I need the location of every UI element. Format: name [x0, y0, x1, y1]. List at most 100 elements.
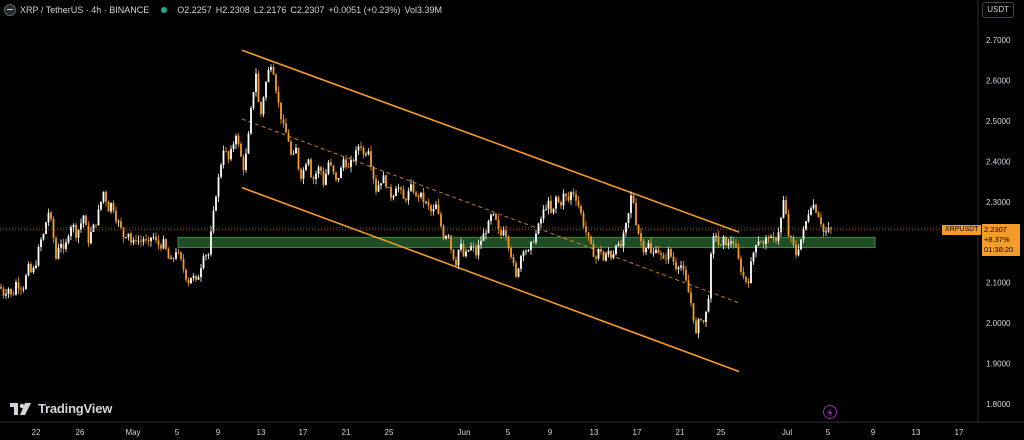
- candle-body: [227, 151, 230, 160]
- candle-body: [35, 265, 37, 269]
- candle-body: [460, 243, 462, 250]
- x-tick-label: 13: [590, 428, 599, 437]
- candle-body: [397, 187, 400, 189]
- candle-body: [185, 269, 187, 280]
- symbol-title[interactable]: XRP / TetherUS · 4h · BINANCE: [20, 5, 150, 15]
- y-tick-label: 2.7000: [986, 36, 1011, 45]
- candle-body: [817, 212, 820, 218]
- candle-body: [32, 268, 35, 273]
- candle-body: [665, 258, 667, 260]
- candle-body: [257, 73, 260, 102]
- candle-body: [97, 209, 100, 226]
- candle-body: [180, 252, 182, 259]
- candle-body: [92, 224, 95, 232]
- candle-body: [810, 208, 812, 215]
- channel-upper-line[interactable]: [241, 49, 740, 233]
- candle-body: [592, 243, 595, 257]
- candle-body: [582, 213, 585, 227]
- candle-body: [355, 150, 357, 161]
- price-badge: 2.2307 +8.37% 01:38:20: [982, 224, 1020, 256]
- x-tick-label: 9: [871, 428, 876, 437]
- candle-body: [685, 269, 687, 281]
- candle-body: [0, 286, 2, 289]
- candle-body: [15, 282, 17, 295]
- candle-body: [525, 251, 527, 253]
- candle-body: [212, 210, 215, 232]
- candle-body: [160, 245, 162, 249]
- candle-body: [327, 162, 330, 174]
- candle-body: [487, 221, 490, 234]
- candle-body: [425, 201, 427, 203]
- candle-body: [437, 204, 440, 214]
- candle-body: [167, 248, 170, 259]
- candle-body: [627, 213, 630, 224]
- candle-body: [715, 235, 717, 237]
- candle-body: [147, 240, 150, 242]
- x-tick-label: 25: [717, 428, 726, 437]
- candle-body: [482, 233, 485, 241]
- x-tick-label: 26: [76, 428, 85, 437]
- candle-body: [87, 225, 90, 244]
- candle-body: [127, 233, 130, 238]
- y-tick-label: 2.1000: [986, 279, 1011, 288]
- candle-body: [497, 219, 500, 230]
- candle-body: [767, 237, 770, 239]
- candle-body: [75, 224, 77, 238]
- channel-lower-line[interactable]: [241, 186, 740, 373]
- candle-body: [762, 241, 765, 244]
- candle-body: [785, 200, 787, 214]
- tradingview-logo[interactable]: TradingView: [10, 401, 112, 416]
- candle-body: [790, 235, 792, 238]
- candle-body: [602, 251, 605, 261]
- candle-body: [2, 288, 5, 296]
- candle-body: [262, 97, 265, 115]
- candle-body: [115, 210, 117, 222]
- candle-body: [367, 151, 370, 155]
- candle-body: [510, 247, 512, 258]
- x-tick-label: 13: [257, 428, 266, 437]
- candle-body: [382, 175, 385, 184]
- candle-body: [590, 236, 592, 244]
- x-tick-label: 5: [506, 428, 511, 437]
- support-zone[interactable]: [177, 236, 876, 248]
- candle-body: [220, 165, 222, 177]
- candle-body: [535, 233, 537, 243]
- x-tick-label: 5: [175, 428, 180, 437]
- candle-body: [490, 214, 492, 222]
- channel-mid-line[interactable]: [241, 118, 740, 304]
- candle-body: [782, 200, 785, 219]
- candle-body: [672, 256, 675, 262]
- x-tick-label: 21: [342, 428, 351, 437]
- candle-body: [245, 153, 247, 171]
- currency-button[interactable]: USDT: [982, 2, 1014, 18]
- lightning-icon[interactable]: [823, 405, 837, 419]
- candle-body: [170, 258, 172, 259]
- candle-body: [192, 275, 195, 278]
- candle-body: [145, 239, 147, 241]
- candle-body: [730, 241, 732, 244]
- x-tick-label: 9: [216, 428, 221, 437]
- candle-body: [632, 195, 635, 203]
- x-tick-label: 9: [548, 428, 553, 437]
- candle-body: [22, 288, 25, 290]
- candle-body: [230, 148, 232, 160]
- low-value: 2.2176: [258, 5, 287, 15]
- candle-body: [812, 204, 815, 209]
- descending-channel-layer: [241, 49, 740, 373]
- candle-body: [302, 170, 305, 179]
- candle-body: [555, 197, 557, 209]
- candle-body: [317, 167, 320, 174]
- candle-body: [567, 196, 570, 201]
- candle-body: [472, 246, 475, 248]
- candle-body: [177, 252, 180, 254]
- candle-body: [732, 241, 735, 245]
- candle-body: [95, 224, 97, 226]
- candle-body: [565, 193, 567, 197]
- badge-change: +8.37%: [984, 235, 1010, 244]
- candle-body: [90, 231, 92, 244]
- candle-body: [85, 215, 87, 226]
- candle-body: [335, 172, 337, 180]
- candle-body: [350, 160, 352, 167]
